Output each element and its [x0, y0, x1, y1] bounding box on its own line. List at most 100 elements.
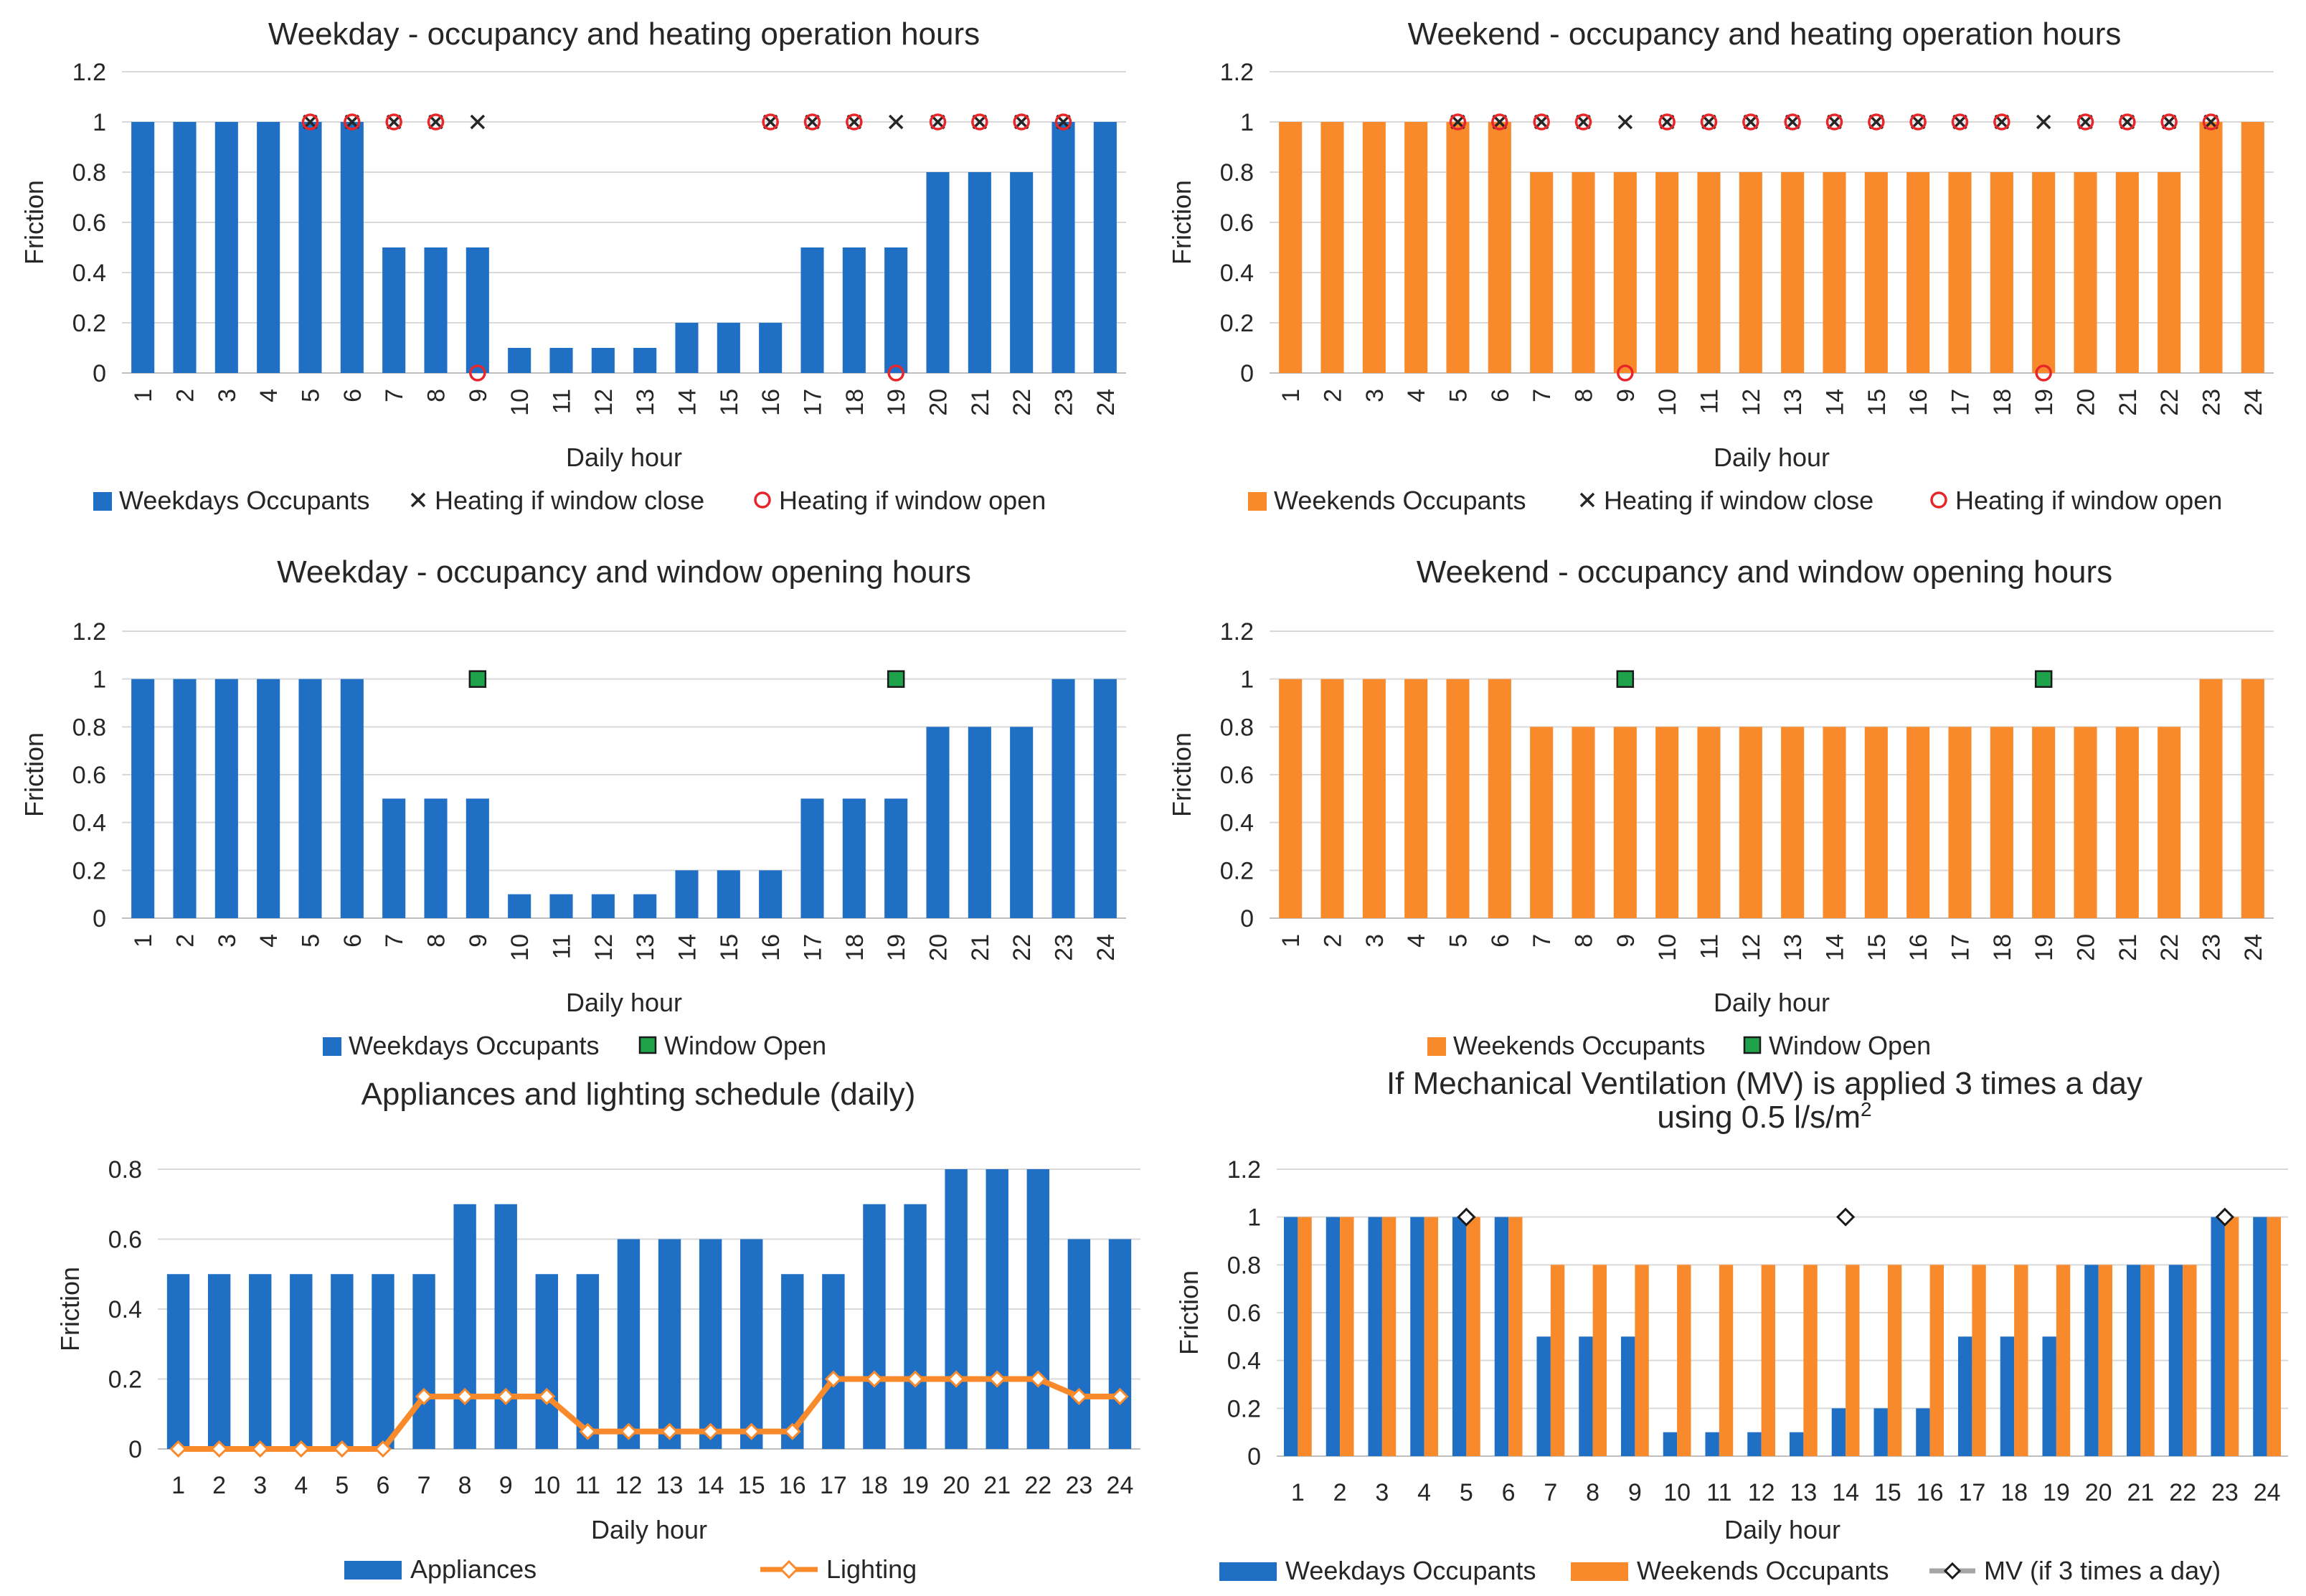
x-tick-label: 21 [967, 934, 994, 961]
marker-heating-if-window-open [1993, 113, 2010, 131]
x-tick-label: 19 [902, 1472, 929, 1499]
legend-swatch-weekdays-occupants [93, 492, 112, 511]
bar-weekdays-occupants [1052, 679, 1075, 918]
x-tick-label: 3 [214, 389, 241, 402]
bar-weekdays-occupants [675, 870, 699, 918]
bar-weekdays-occupants [508, 894, 531, 918]
bar-weekends-occupants [1279, 679, 1303, 918]
bar-weekends-occupants [1635, 1265, 1649, 1456]
marker-heating-if-window-close [2036, 114, 2051, 130]
chart-title: If Mechanical Ventilation (MV) is applie… [1386, 1066, 2142, 1101]
marker-heating-if-window-open [344, 113, 361, 131]
x-tick-label: 17 [800, 389, 827, 416]
x-tick-label: 18 [861, 1472, 888, 1499]
x-tick-label: 20 [925, 389, 953, 416]
bar-appliances [1026, 1169, 1049, 1449]
y-tick-label: 1 [1240, 109, 1254, 136]
x-axis-label: Daily hour [566, 443, 682, 472]
bar-weekdays-occupants [926, 172, 950, 373]
line-lighting [178, 1376, 1120, 1452]
y-tick-label: 0.2 [1220, 310, 1254, 337]
marker-heating-if-window-open [803, 113, 821, 131]
bar-weekdays-occupants [131, 679, 155, 918]
bar-weekends-occupants [1362, 679, 1386, 918]
bar-weekdays-occupants [1789, 1432, 1804, 1456]
y-tick-label: 0.4 [72, 260, 106, 287]
legend-label-weekdays-occupants: Weekdays Occupants [119, 486, 370, 515]
y-tick-label: 0 [93, 360, 106, 387]
x-tick-label: 23 [1065, 1472, 1092, 1499]
bar-weekdays-occupants [298, 679, 322, 918]
marker-mv-if-3-times-a-day [1457, 1207, 1476, 1227]
bar-weekends-occupants [1446, 679, 1470, 918]
bar-weekdays-occupants [1368, 1217, 1382, 1456]
x-tick-label: 15 [1874, 1479, 1901, 1506]
point-lighting [497, 1387, 515, 1405]
bar-weekends-occupants [1948, 727, 1972, 918]
bar-appliances [1108, 1239, 1132, 1449]
legend-swatch-heating-if-window-open [1930, 491, 1947, 509]
bar-weekends-occupants [1404, 122, 1428, 373]
bar-weekdays-occupants [1010, 727, 1034, 918]
x-tick-label: 8 [458, 1472, 472, 1499]
bar-weekends-occupants [1550, 1265, 1565, 1456]
marker-heating-if-window-open [1868, 113, 1885, 131]
bar-weekdays-occupants [424, 247, 448, 373]
x-tick-label: 16 [757, 934, 785, 961]
x-tick-label: 13 [632, 934, 659, 961]
x-tick-label: 24 [1107, 1472, 1134, 1499]
x-tick-label: 17 [800, 934, 827, 961]
x-tick-label: 18 [841, 389, 869, 416]
bar-weekends-occupants [1846, 1265, 1860, 1456]
bar-weekdays-occupants [508, 348, 531, 373]
bar-weekends-occupants [1823, 172, 1846, 373]
x-tick-label: 8 [1571, 389, 1598, 402]
marker-heating-if-window-close [470, 114, 486, 130]
marker-heating-if-window-open [427, 113, 445, 131]
bar-weekends-occupants [1948, 172, 1972, 373]
marker-heating-if-window-open [1574, 113, 1592, 131]
x-tick-label: 15 [1863, 389, 1891, 416]
y-axis-label: Friction [1167, 732, 1196, 817]
x-tick-label: 17 [820, 1472, 847, 1499]
x-tick-label: 20 [942, 1472, 970, 1499]
chart-title: Weekday - occupancy and window opening h… [277, 554, 971, 590]
x-tick-label: 12 [590, 389, 618, 416]
legend-label-heating-if-window-open: Heating if window open [779, 486, 1046, 515]
chart-title: Weekend - occupancy and window opening h… [1417, 554, 2112, 590]
bar-weekdays-occupants [1052, 122, 1075, 373]
bar-weekdays-occupants [1452, 1217, 1467, 1456]
bar-weekdays-occupants [1916, 1408, 1930, 1456]
x-tick-label: 14 [1822, 389, 1849, 416]
x-tick-label: 8 [423, 934, 450, 948]
bar-weekdays-occupants [1663, 1432, 1678, 1456]
legend-swatch-window-open [638, 1036, 657, 1054]
x-tick-label: 18 [1989, 934, 2016, 961]
x-tick-label: 1 [1277, 389, 1305, 402]
bar-weekdays-occupants [257, 122, 280, 373]
y-tick-label: 0.2 [108, 1366, 142, 1394]
x-tick-label: 5 [1460, 1479, 1473, 1506]
bar-weekdays-occupants [2168, 1265, 2183, 1456]
marker-heating-if-window-open [2076, 113, 2094, 131]
x-axis-label: Daily hour [591, 1515, 707, 1544]
marker-heating-if-window-open [1700, 113, 1718, 131]
bar-weekdays-occupants [1747, 1432, 1762, 1456]
bar-appliances [494, 1204, 517, 1449]
marker-window-open [887, 670, 905, 688]
bar-weekdays-occupants [800, 798, 824, 918]
bar-weekends-occupants [1613, 172, 1637, 373]
x-tick-label: 5 [298, 389, 325, 402]
bar-appliances [166, 1274, 190, 1449]
point-lighting [538, 1387, 556, 1405]
x-tick-label: 13 [1780, 389, 1807, 416]
bar-weekends-occupants [1298, 1217, 1312, 1456]
legend-swatch-heating-if-window-open [754, 491, 771, 509]
y-tick-label: 0.6 [1227, 1300, 1261, 1327]
bar-appliances [207, 1274, 231, 1449]
y-axis-label: Friction [19, 732, 49, 817]
x-tick-label: 12 [590, 934, 618, 961]
y-axis-label: Friction [19, 180, 49, 265]
marker-heating-if-window-open [762, 113, 779, 131]
legend-label-weekends-occupants: Weekends Occupants [1637, 1556, 1889, 1585]
